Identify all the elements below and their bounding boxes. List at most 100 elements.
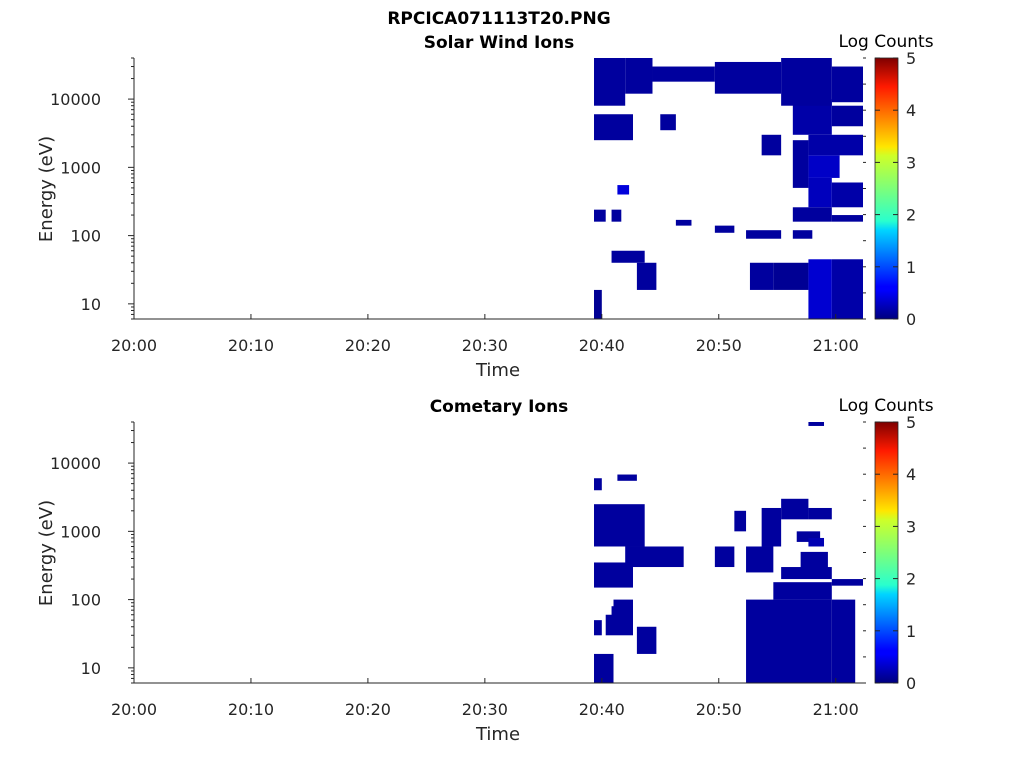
heatmap-cell: [594, 620, 602, 636]
heatmap-cells: [594, 422, 863, 683]
heatmap-cell: [660, 114, 676, 131]
x-tick-label: 20:50: [696, 700, 742, 719]
heatmap-cell: [781, 58, 832, 106]
y-tick-label: 100: [70, 227, 101, 246]
x-tick-label: 20:50: [696, 336, 742, 355]
heatmap-cell: [781, 498, 809, 520]
colorbar-tick-label: 4: [906, 101, 916, 120]
heatmap-cell: [773, 582, 832, 600]
panel-title: Cometary Ions: [430, 397, 569, 417]
heatmap-cell: [831, 66, 863, 103]
y-axis-label: Energy (eV): [36, 500, 57, 606]
x-tick-label: 20:20: [345, 700, 391, 719]
heatmap-cell: [808, 507, 832, 520]
heatmap-cell: [808, 134, 863, 156]
colorbar: [874, 421, 899, 684]
y-tick-label: 10000: [50, 454, 101, 473]
x-tick-label: 20:30: [462, 700, 508, 719]
heatmap-cell: [617, 185, 630, 195]
heatmap-cell: [594, 478, 602, 491]
heatmap-cell: [808, 259, 832, 319]
heatmap-cell: [714, 225, 735, 233]
x-tick-label: 20:20: [345, 336, 391, 355]
x-axis-label: Time: [475, 724, 520, 745]
heatmap-cell: [611, 209, 622, 222]
x-tick-label: 20:10: [228, 336, 274, 355]
heatmap-cell: [761, 507, 782, 547]
heatmap-cell: [734, 510, 747, 532]
colorbar-label: Log Counts: [838, 396, 933, 416]
heatmap-cell: [781, 606, 805, 627]
colorbar-tick-label: 0: [906, 674, 916, 693]
heatmap-cell: [625, 58, 653, 94]
heatmap-cell: [746, 546, 774, 573]
heatmap-cell: [831, 579, 863, 586]
y-tick-label: 10: [81, 295, 101, 314]
x-tick-label: 20:00: [111, 336, 157, 355]
y-tick-label: 1000: [60, 522, 101, 541]
heatmap-cell: [792, 207, 832, 222]
y-tick-label: 10000: [50, 90, 101, 109]
heatmap-cell: [773, 262, 809, 290]
x-tick-label: 20:40: [579, 336, 625, 355]
heatmap-cell: [675, 219, 692, 226]
heatmap-cell: [792, 140, 809, 188]
heatmap-cell: [796, 531, 821, 542]
y-tick-label: 10: [81, 659, 101, 678]
heatmap-cell: [746, 230, 782, 239]
plot-area: [134, 422, 863, 683]
heatmap-cell: [594, 114, 633, 141]
heatmap-cell: [594, 653, 614, 683]
heatmap-cell: [831, 105, 863, 127]
heatmap-cell: [625, 546, 684, 568]
heatmap-cell: [611, 250, 645, 263]
heatmap-cell: [831, 599, 856, 683]
x-tick-label: 20:10: [228, 700, 274, 719]
heatmap-cell: [636, 626, 657, 654]
x-tick-label: 20:30: [462, 336, 508, 355]
heatmap-cell: [636, 262, 657, 290]
panel-title: Solar Wind Ions: [424, 33, 575, 53]
colorbar-tick-label: 2: [906, 570, 916, 589]
figure-title: RPCICA071113T20.PNG: [387, 9, 610, 29]
heatmap-cell: [831, 259, 863, 319]
heatmap-cell: [714, 546, 735, 568]
colorbar-tick-label: 0: [906, 310, 916, 329]
heatmap-cell: [761, 134, 782, 156]
y-tick-label: 100: [70, 591, 101, 610]
heatmap-cells: [594, 58, 863, 319]
heatmap-cell: [792, 230, 813, 239]
heatmap-cell: [808, 537, 825, 547]
heatmap-cell: [652, 66, 715, 82]
colorbar-tick-label: 1: [906, 258, 916, 277]
colorbar-tick-label: 3: [906, 153, 916, 172]
x-tick-label: 20:00: [111, 700, 157, 719]
colorbar-tick-label: 5: [906, 49, 916, 68]
colorbar-tick-label: 1: [906, 622, 916, 641]
heatmap-cell: [831, 215, 863, 222]
heatmap-cell: [800, 551, 828, 573]
colorbar-tick-label: 5: [906, 413, 916, 432]
heatmap-cell: [808, 422, 825, 426]
heatmap-cell: [594, 209, 606, 222]
colorbar-label: Log Counts: [838, 32, 933, 52]
x-tick-label: 21:00: [813, 700, 859, 719]
heatmap-cell: [594, 504, 645, 547]
x-tick-label: 20:40: [579, 700, 625, 719]
solar-wind-ions-panel: Solar Wind Ions Log Counts Time Energy (…: [36, 32, 934, 381]
colorbar-tick-label: 4: [906, 465, 916, 484]
y-tick-label: 1000: [60, 158, 101, 177]
colorbar-tick-label: 3: [906, 517, 916, 536]
heatmap-cell: [611, 606, 633, 627]
heatmap-cell: [594, 58, 626, 106]
heatmap-cell: [831, 182, 863, 208]
x-axis-label: Time: [475, 360, 520, 381]
heatmap-cell: [749, 262, 774, 290]
y-axis-label: Energy (eV): [36, 136, 57, 242]
cometary-ions-panel: Cometary Ions Log Counts Time Energy (eV…: [36, 396, 934, 745]
heatmap-cell: [617, 474, 637, 481]
heatmap-cell: [714, 61, 782, 94]
x-tick-label: 21:00: [813, 336, 859, 355]
plot-area: [134, 58, 863, 319]
